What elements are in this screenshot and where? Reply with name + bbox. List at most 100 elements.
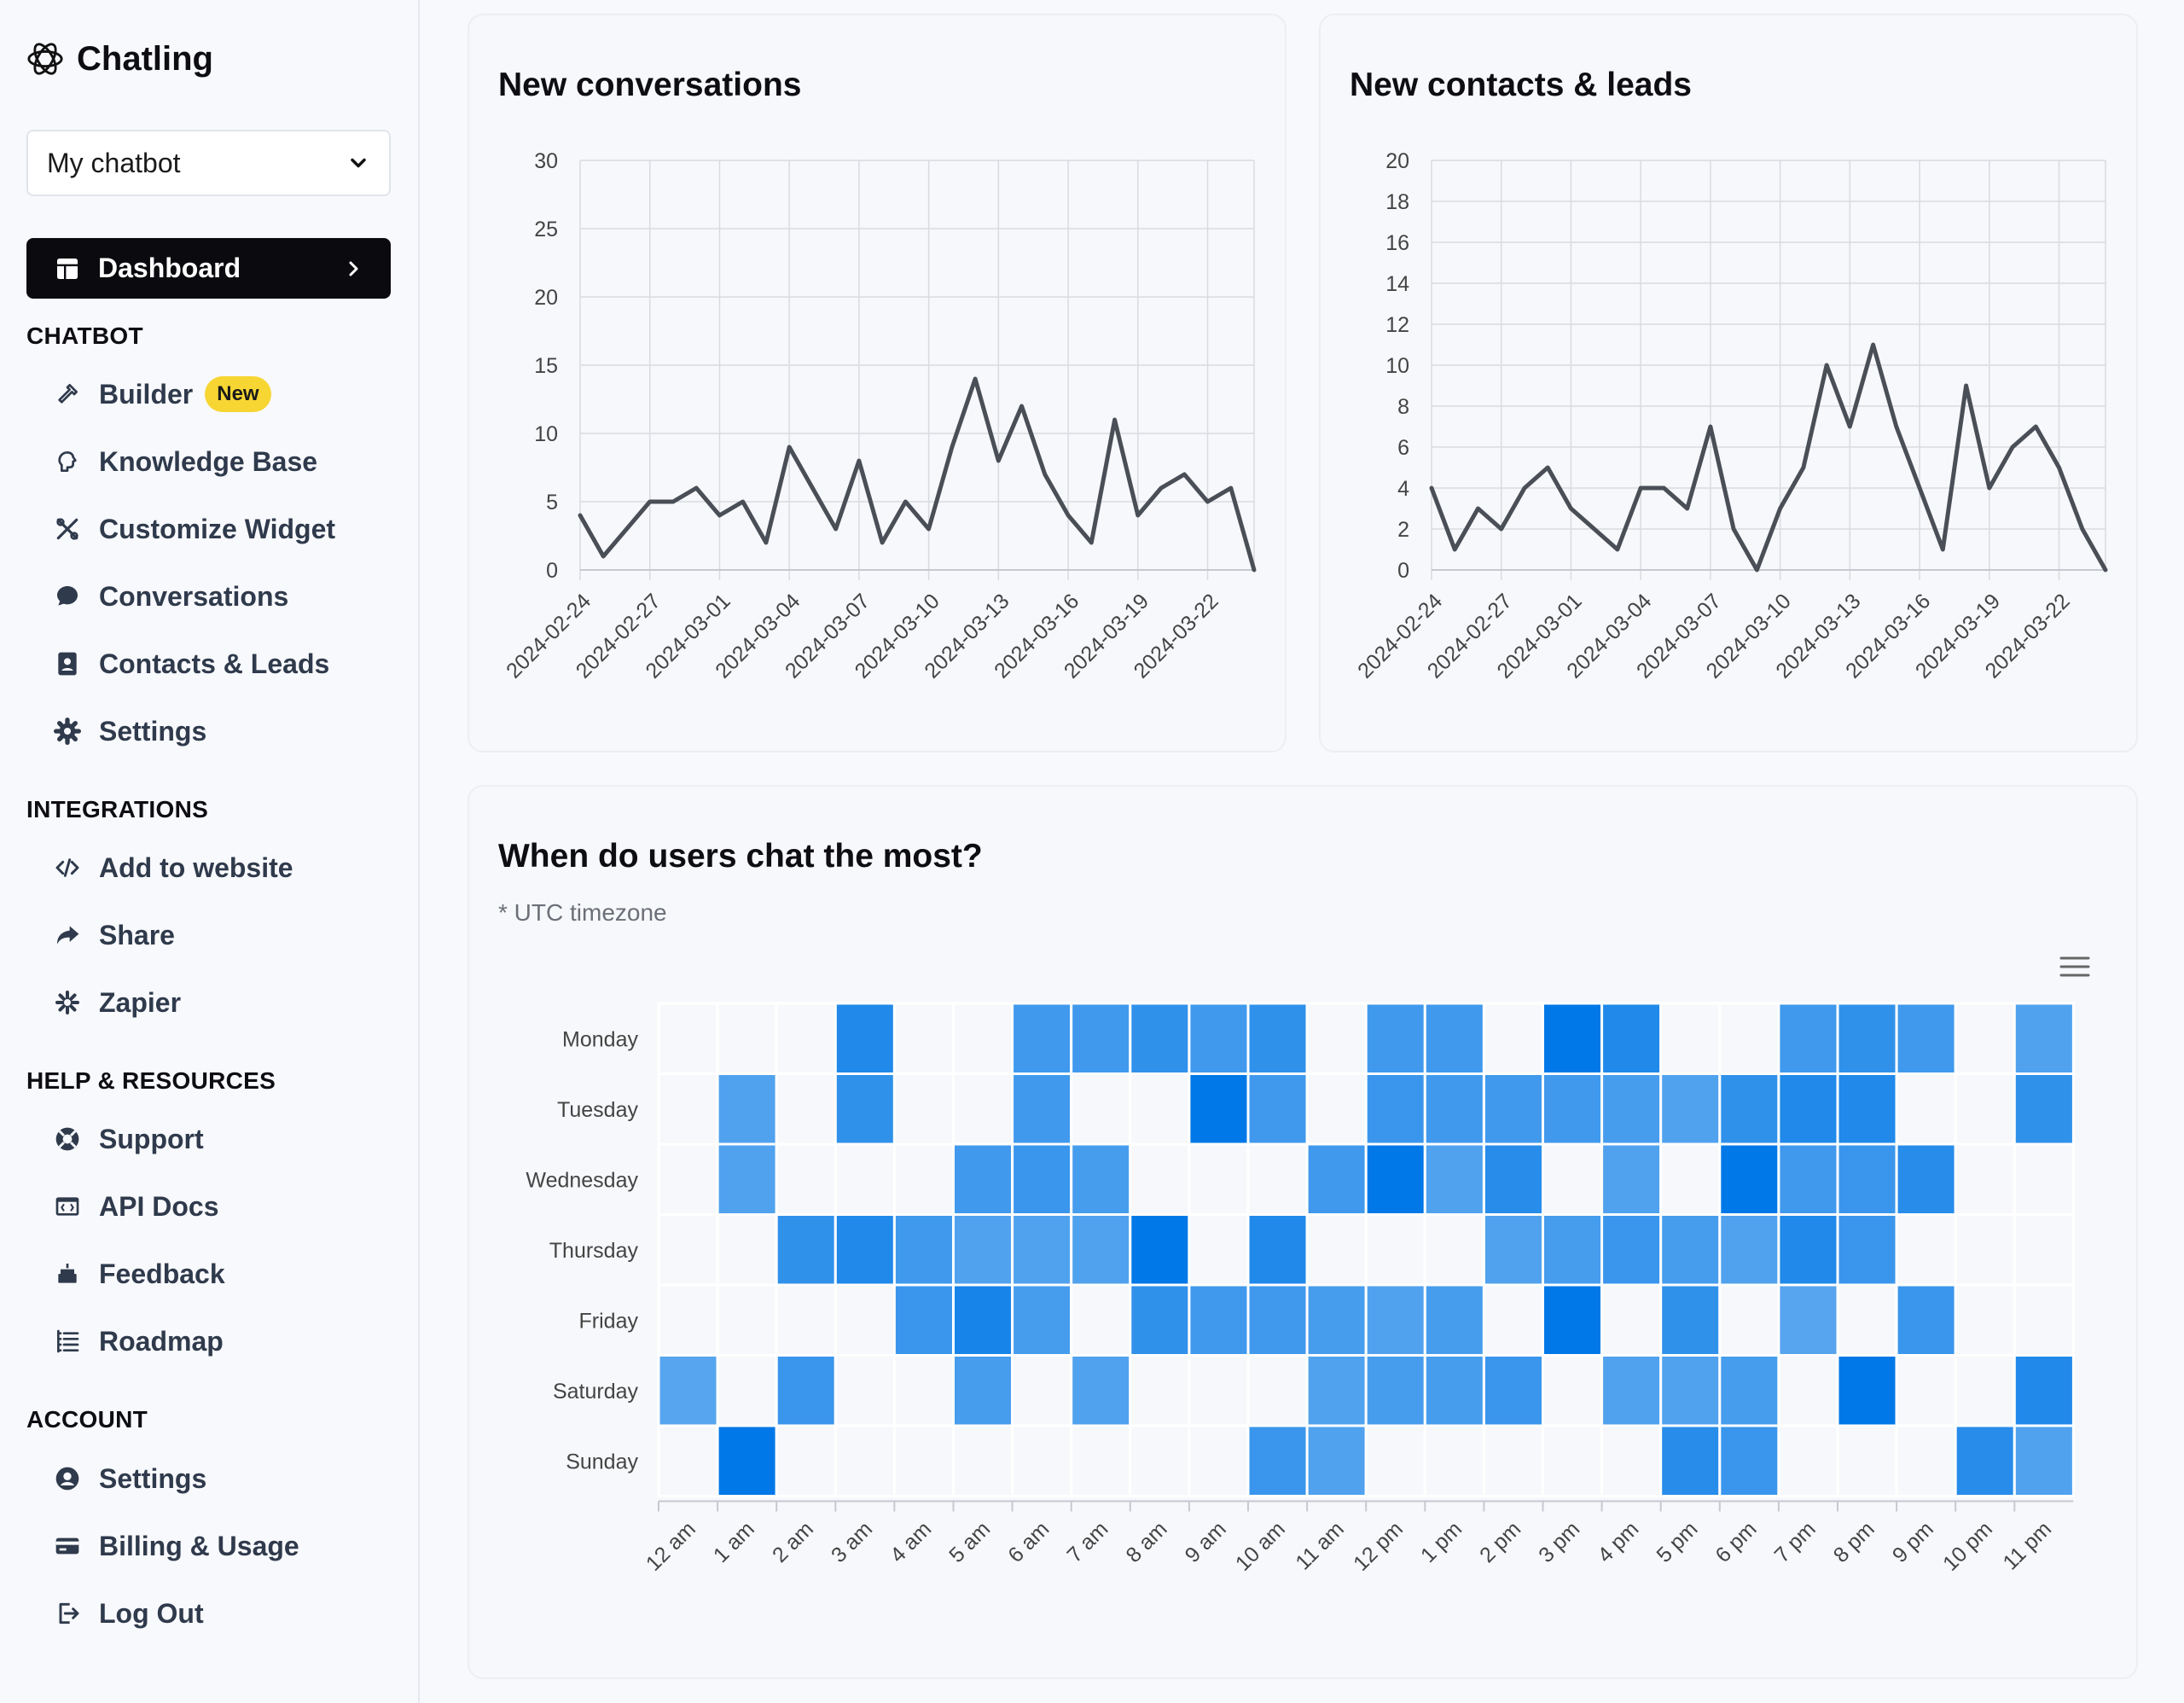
nav-log-out[interactable]: Log Out: [53, 1590, 204, 1637]
nav-contacts-leads[interactable]: Contacts & Leads: [53, 640, 329, 688]
heatmap-cell: [775, 1424, 837, 1497]
heatmap-col-label: 2 am: [768, 1517, 818, 1567]
nav-dashboard[interactable]: Dashboard: [26, 238, 391, 299]
chevron-down-icon: [351, 158, 366, 168]
conversations-data-point: [741, 500, 745, 503]
api-window-icon: [53, 1192, 82, 1221]
heatmap-cell: [952, 1072, 1014, 1146]
conversations-y-tick-label: 5: [546, 491, 558, 514]
brand[interactable]: Chatling: [26, 38, 213, 80]
contacts-y-tick-label: 10: [1385, 354, 1409, 378]
conversations-card-title: New conversations: [498, 67, 802, 103]
conversations-data-point: [1229, 486, 1233, 490]
chart-menu-icon[interactable]: [2058, 954, 2092, 979]
heatmap-cell: [1954, 1283, 2016, 1357]
heatmap-cell: [1718, 1283, 1780, 1357]
nav-feedback-label: Feedback: [99, 1258, 225, 1289]
heatmap-cell: [2013, 1424, 2075, 1497]
heatmap-cell: [2013, 1142, 2075, 1216]
heatmap-cell: [1600, 1142, 1663, 1216]
heatmap-cell: [1895, 1072, 1957, 1146]
contacts-data-point: [1918, 486, 1921, 490]
heatmap-cell: [2013, 1002, 2075, 1075]
heatmap-cell: [1718, 1142, 1780, 1216]
chatbot-selector[interactable]: My chatbot: [26, 130, 391, 196]
conversations-data-point: [834, 527, 838, 531]
contacts-card-title: New contacts & leads: [1350, 67, 1692, 103]
nav-conversations[interactable]: Conversations: [53, 573, 288, 620]
nav-billing-usage[interactable]: Billing & Usage: [53, 1522, 299, 1570]
nav-knowledge-base[interactable]: Knowledge Base: [53, 438, 317, 485]
heatmap-cell: [1188, 1142, 1250, 1216]
heatmap-cell: [1364, 1354, 1426, 1427]
heatmap-cell: [892, 1072, 955, 1146]
nav-chatbot-settings[interactable]: Settings: [53, 707, 206, 755]
section-help-resources: HELP & RESOURCES: [26, 1067, 276, 1094]
nav-share[interactable]: Share: [53, 911, 175, 959]
heatmap-row-label: Tuesday: [557, 1098, 638, 1122]
heatmap-cell: [1718, 1354, 1780, 1427]
heatmap-cell: [1482, 1142, 1545, 1216]
conversations-data-point: [880, 541, 884, 544]
nav-feedback[interactable]: Feedback: [53, 1250, 225, 1298]
brain-icon: [53, 447, 82, 476]
nav-account-settings[interactable]: Settings: [53, 1455, 206, 1502]
heatmap-col-label: 9 am: [1181, 1517, 1231, 1567]
heatmap-cell: [1423, 1002, 1485, 1075]
heatmap-cell: [1600, 1002, 1663, 1075]
contacts-data-point: [1569, 507, 1572, 510]
heatmap-cell: [1482, 1072, 1545, 1146]
chatbot-selector-value: My chatbot: [47, 147, 181, 178]
contacts-data-point: [1988, 486, 1991, 490]
cake-icon: [53, 1259, 82, 1288]
heatmap-cell: [1836, 1142, 1898, 1216]
heatmap-col-label: 3 pm: [1534, 1517, 1584, 1567]
heatmap-cell: [1718, 1213, 1780, 1287]
contacts-data-point: [1965, 384, 1968, 387]
contacts-data-point: [1872, 343, 1875, 346]
contacts-data-point: [1686, 507, 1689, 510]
heatmap-cell: [1188, 1213, 1250, 1287]
heatmap-cell: [1423, 1354, 1485, 1427]
nav-roadmap[interactable]: Roadmap: [53, 1317, 224, 1365]
conversations-data-point: [1182, 473, 1186, 476]
nav-support[interactable]: Support: [53, 1115, 204, 1163]
conversations-y-tick-label: 30: [534, 149, 558, 173]
heatmap-cell: [1836, 1213, 1898, 1287]
contacts-data-point: [1895, 425, 1898, 428]
heatmap-cell: [1305, 1002, 1368, 1075]
heatmap-cell: [1070, 1142, 1132, 1216]
contacts-data-point: [1500, 527, 1503, 531]
heatmap-cell: [1895, 1142, 1957, 1216]
nav-zapier[interactable]: Zapier: [53, 979, 181, 1026]
heatmap-cell: [892, 1354, 955, 1427]
contacts-data-point: [1639, 486, 1642, 490]
heatmap-row-label: Friday: [579, 1309, 639, 1333]
nav-add-to-website[interactable]: Add to website: [53, 844, 293, 892]
nav-api-docs[interactable]: API Docs: [53, 1183, 218, 1230]
heatmap-cell: [892, 1424, 955, 1497]
conversations-y-tick-label: 20: [534, 286, 558, 310]
conversations-data-point: [648, 500, 652, 503]
conversations-data-point: [950, 445, 954, 449]
contacts-data-point: [2058, 466, 2061, 469]
heatmap-cell: [1305, 1424, 1368, 1497]
heatmap-cell: [1482, 1424, 1545, 1497]
heatmap-col-label: 4 am: [886, 1517, 936, 1567]
heatmap-col-label: 10 am: [1231, 1517, 1290, 1576]
heatmap-cell: [1954, 1002, 2016, 1075]
heatmap-cell: [1246, 1354, 1309, 1427]
heatmap-cell: [775, 1142, 837, 1216]
conversations-data-point: [717, 514, 721, 517]
heatmap-cell: [952, 1424, 1014, 1497]
heatmap-cell: [834, 1213, 896, 1287]
heatmap-cell: [1188, 1002, 1250, 1075]
heatmap-cell: [657, 1424, 719, 1497]
credit-card-icon: [53, 1532, 82, 1561]
nav-customize-widget[interactable]: Customize Widget: [53, 505, 335, 553]
heatmap-cell: [952, 1283, 1014, 1357]
contacts-data-point: [1755, 568, 1758, 572]
conversations-data-point: [694, 486, 698, 490]
heatmap-cell: [716, 1283, 778, 1357]
nav-builder[interactable]: Builder New: [53, 370, 271, 418]
